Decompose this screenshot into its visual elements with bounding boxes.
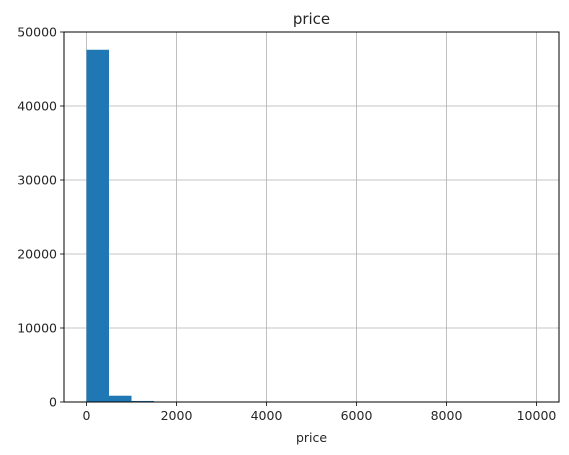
histogram-bar bbox=[86, 49, 109, 402]
y-tick-label: 40000 bbox=[17, 99, 57, 114]
y-ticks: 0 10000 20000 30000 40000 50000 bbox=[17, 25, 64, 410]
x-ticks: 0 2000 4000 6000 8000 10000 bbox=[83, 402, 557, 423]
x-tick-label: 0 bbox=[83, 408, 91, 423]
plot-frame bbox=[63, 31, 560, 403]
y-tick-label: 10000 bbox=[17, 321, 57, 336]
y-tick-label: 30000 bbox=[17, 173, 57, 188]
x-tick-label: 6000 bbox=[341, 408, 373, 423]
x-axis-label: price bbox=[296, 430, 327, 445]
histogram-bar bbox=[109, 395, 132, 402]
x-tick-label: 8000 bbox=[431, 408, 463, 423]
chart-title: price bbox=[293, 10, 330, 28]
grid-layer bbox=[64, 31, 559, 403]
y-tick-label: 0 bbox=[49, 395, 57, 410]
x-tick-label: 4000 bbox=[251, 408, 283, 423]
y-tick-label: 50000 bbox=[17, 25, 57, 40]
y-tick-label: 20000 bbox=[17, 247, 57, 262]
bars-layer bbox=[86, 49, 537, 402]
histogram-bar bbox=[131, 400, 154, 402]
x-tick-label: 2000 bbox=[161, 408, 193, 423]
x-tick-label: 10000 bbox=[517, 408, 557, 423]
